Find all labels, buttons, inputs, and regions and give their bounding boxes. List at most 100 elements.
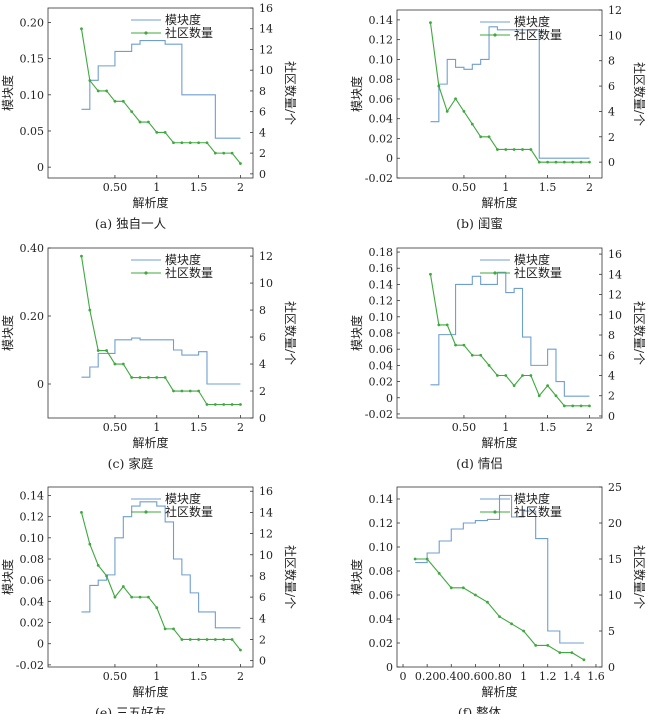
x-tick-label: 1.5 [539,181,557,194]
series-line-community-count [429,274,590,407]
data-point [534,644,538,647]
chart-caption: (c) 家庭 [108,456,154,471]
data-point [163,376,167,379]
y2-axis-label: 社区数量/个 [283,61,298,125]
plot-frame [47,7,254,179]
data-point [163,627,167,631]
data-point [197,638,201,641]
data-point [172,141,175,145]
y2-tick-label: 0 [259,168,266,181]
data-point [473,593,477,597]
data-point [512,384,516,388]
y2-tick-label: 8 [259,85,266,98]
data-point [188,389,192,393]
data-point [429,21,432,25]
chart-caption: (a) 独自一人 [95,216,167,231]
legend-entry: 社区数量 [165,504,213,519]
legend-entry: 模块度 [514,252,550,267]
y2-tick-label: 4 [608,370,615,383]
series-line-community-count [80,512,241,651]
data-point [172,627,175,631]
x-axis-label: 解析度 [132,435,168,450]
data-point [537,160,541,164]
data-point [562,404,566,408]
data-point [470,353,474,357]
y2-tick-label: 14 [608,268,622,281]
legend-entry: 社区数量 [165,25,213,40]
data-point [213,403,217,406]
legend-marker [493,33,497,37]
y2-tick-label: 0 [608,410,615,423]
y-tick-label: 0.14 [20,489,45,502]
y-tick-label: 0.15 [20,53,45,66]
y-tick-label: 0.08 [369,73,394,86]
data-point [487,135,491,139]
y-tick-label: 0.02 [369,637,394,650]
data-point [222,151,226,155]
data-point [197,141,201,145]
data-point [449,586,453,590]
chart-panel-5: 0.50 1 1.5 2 -0.02 0 0.02 0.04 0.06 0.08 0.10 0.12 0… [0,485,298,714]
data-point [130,376,134,379]
x-tick-label: 2 [586,421,593,434]
x-axis-label: 解析度 [132,684,168,699]
series-line-community-count [415,558,585,661]
data-point [180,638,184,641]
y-tick-label: 0.16 [369,262,394,275]
y-axis-label: 模块度 [349,559,364,595]
legend-entry: 社区数量 [165,265,213,280]
y-tick-label: 0.14 [369,493,394,506]
y2-axis-label: 社区数量/个 [632,301,647,365]
y-axis-label: 模块度 [349,76,364,112]
y2-tick-label: 4 [608,105,615,118]
y2-tick-label: 15 [608,553,622,566]
data-point [113,595,117,599]
y2-tick-label: 8 [259,570,266,583]
x-tick-label: 0.50 [452,421,477,434]
x-tick-label: 0.40 [439,670,464,683]
data-point [521,374,524,377]
chart-caption: (e) 三五好友 [95,705,166,714]
data-point [222,403,226,406]
y-tick-label: 0 [386,392,393,405]
data-point [554,394,558,398]
data-point [462,343,466,347]
y2-tick-label: 8 [608,329,615,342]
data-point [147,376,150,379]
y2-tick-label: 10 [259,64,273,77]
y2-tick-label: 6 [259,106,266,119]
data-point [205,403,209,406]
series-line-modularity [415,494,584,644]
data-point [205,141,209,145]
y-tick-label: 0.04 [369,359,394,372]
data-point [445,110,449,113]
x-tick-label: 0.50 [103,670,128,683]
chart-caption: (f) 整体 [458,705,502,714]
y2-tick-label: 2 [608,390,615,403]
data-point [130,110,134,114]
y2-tick-label: 6 [259,591,266,604]
y2-tick-label: 0 [608,156,615,169]
data-point [579,160,583,164]
x-tick-label: 1.5 [190,181,208,194]
data-point [96,563,100,567]
data-point [504,374,508,377]
data-point [445,323,449,327]
x-tick-label: 1 [502,181,509,194]
y2-tick-label: 12 [259,43,273,56]
data-point [429,272,432,276]
y-tick-label: 0.10 [369,311,394,324]
data-point [80,511,83,514]
y-tick-label: 0.05 [20,125,45,138]
x-axis-label: 解析度 [132,195,168,210]
data-point [80,27,83,31]
y-tick-label: -0.02 [365,172,393,185]
chart-panel-4: 0.50 1 1.5 2 -0.02 0 0.02 0.04 0.06 0.08 0.10 0.12 0… [349,246,647,471]
data-point [496,148,499,151]
y-axis-label: 模块度 [0,315,15,351]
x-tick-label: 1.5 [190,421,208,434]
x-tick-label: 0.80 [487,670,512,683]
x-tick-label: 1.4 [563,670,581,683]
